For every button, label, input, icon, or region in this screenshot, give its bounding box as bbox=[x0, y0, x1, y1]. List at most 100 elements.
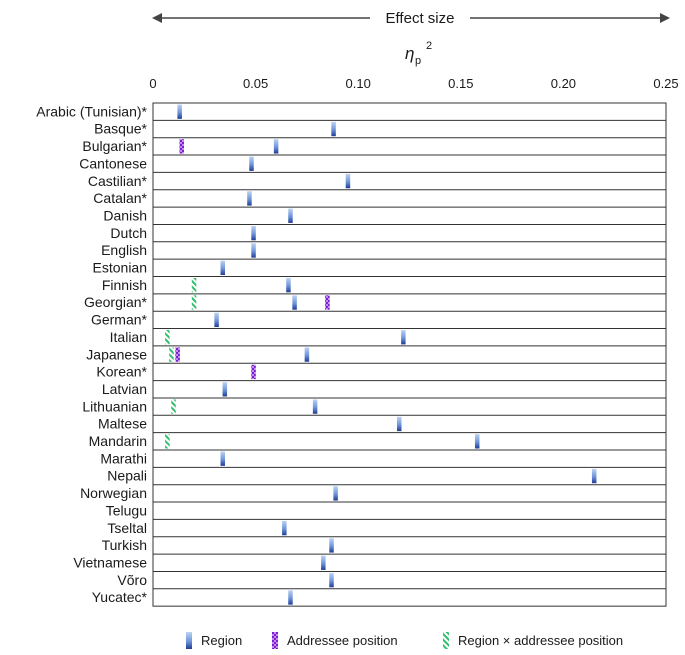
language-label: Japanese bbox=[86, 346, 147, 362]
x-tick-label: 0.20 bbox=[551, 76, 576, 91]
addressee-mark bbox=[251, 364, 256, 380]
region-mark bbox=[333, 486, 338, 501]
region-mark bbox=[329, 572, 334, 588]
plot-frame bbox=[152, 102, 667, 607]
legend-swatch bbox=[443, 632, 449, 649]
chart-row: Võro bbox=[117, 570, 666, 588]
language-label: Tseltal bbox=[107, 520, 147, 536]
x-axis-ticks: 0 0.05 0.10 0.15 0.20 0.25 bbox=[149, 76, 678, 91]
x-tick-label: 0.25 bbox=[653, 76, 678, 91]
chart-row: Mandarin bbox=[89, 432, 666, 449]
region-mark bbox=[288, 208, 293, 223]
chart-row: Basque* bbox=[94, 119, 666, 137]
x-tick-label: 0 bbox=[149, 76, 156, 91]
addressee-mark bbox=[179, 139, 184, 154]
chart-row: Telugu bbox=[106, 501, 666, 518]
legend-swatch bbox=[186, 632, 192, 649]
legend-swatch bbox=[272, 632, 278, 649]
region-mark bbox=[474, 434, 480, 449]
region-mark bbox=[286, 278, 291, 293]
chart-row: Korean* bbox=[96, 362, 666, 380]
language-label: Latvian bbox=[102, 381, 147, 397]
interaction-mark bbox=[191, 278, 197, 293]
effect-size-arrow-left-head bbox=[152, 13, 162, 23]
chart-row: Cantonese bbox=[79, 154, 666, 171]
interaction-mark bbox=[165, 330, 170, 345]
region-mark bbox=[222, 382, 228, 397]
language-label: Italian bbox=[110, 329, 147, 345]
chart-row: Tseltal bbox=[107, 518, 666, 536]
region-mark bbox=[331, 121, 336, 137]
chart-row: English bbox=[101, 241, 666, 258]
chart-row: Nepali bbox=[107, 466, 666, 484]
chart-row: Estonian bbox=[93, 258, 666, 276]
legend-item-addressee: Addressee position bbox=[272, 632, 398, 649]
region-mark bbox=[304, 347, 310, 362]
language-label: Estonian bbox=[93, 260, 147, 276]
addressee-mark bbox=[325, 295, 330, 310]
language-label: Dutch bbox=[110, 225, 147, 241]
axis-symbol-superscript: 2 bbox=[426, 40, 432, 52]
interaction-mark bbox=[171, 399, 176, 414]
legend-item-interaction: Region × addressee position bbox=[443, 632, 623, 649]
effect-size-label: Effect size bbox=[386, 10, 455, 27]
region-mark bbox=[220, 451, 226, 466]
chart-row: Bulgarian* bbox=[82, 137, 666, 154]
axis-symbol: η bbox=[405, 44, 414, 63]
chart-row: Lithuanian bbox=[82, 397, 666, 414]
chart-row: Latvian bbox=[102, 380, 666, 397]
interaction-mark bbox=[169, 347, 174, 362]
language-label: Nepali bbox=[107, 468, 147, 484]
region-mark bbox=[251, 243, 256, 258]
language-label: German* bbox=[91, 312, 148, 328]
language-label: Cantonese bbox=[79, 155, 147, 171]
x-tick-label: 0.15 bbox=[448, 76, 473, 91]
chart-row: Dutch bbox=[110, 223, 666, 241]
axis-title: η p 2 bbox=[405, 40, 432, 67]
language-label: Võro bbox=[117, 572, 147, 588]
chart-row: Castilian* bbox=[88, 171, 666, 189]
language-label: Georgian* bbox=[84, 294, 148, 310]
language-label: Danish bbox=[103, 207, 147, 223]
region-mark bbox=[312, 399, 318, 414]
chart-row: Yucatec* bbox=[92, 588, 666, 605]
region-mark bbox=[282, 520, 287, 536]
effect-size-arrow: Effect size bbox=[152, 10, 670, 27]
region-mark bbox=[251, 225, 256, 241]
chart-row: Vietnamese bbox=[73, 553, 666, 570]
language-label: Mandarin bbox=[89, 433, 147, 449]
interaction-mark bbox=[191, 295, 197, 310]
language-label: Marathi bbox=[100, 450, 147, 466]
region-mark bbox=[401, 330, 406, 345]
region-mark bbox=[396, 416, 402, 432]
region-mark bbox=[591, 468, 597, 484]
chart-row: Catalan* bbox=[93, 189, 666, 206]
language-label: Lithuanian bbox=[82, 398, 147, 414]
chart-row: Norwegian bbox=[80, 484, 666, 501]
region-mark bbox=[321, 555, 326, 570]
chart-row: Finnish bbox=[102, 276, 666, 293]
chart-row: Georgian* bbox=[84, 293, 666, 310]
legend-label: Addressee position bbox=[287, 633, 398, 648]
chart-row: German* bbox=[91, 310, 666, 328]
chart-row: Marathi bbox=[100, 449, 666, 466]
region-mark bbox=[345, 173, 351, 189]
chart-row: Arabic (Tunisian)* bbox=[36, 103, 182, 119]
language-label: Vietnamese bbox=[73, 554, 147, 570]
region-mark bbox=[177, 104, 182, 119]
legend: Region Addressee position Region × address… bbox=[186, 632, 623, 649]
chart-row: Maltese bbox=[98, 414, 666, 432]
legend-label: Region × addressee position bbox=[458, 633, 623, 648]
chart-row: Turkish bbox=[102, 536, 666, 553]
interaction-mark bbox=[165, 434, 170, 449]
language-label: Telugu bbox=[106, 502, 147, 518]
chart-row: Danish bbox=[103, 206, 666, 223]
legend-item-region: Region bbox=[186, 632, 242, 649]
region-mark bbox=[273, 139, 279, 154]
language-label: Basque* bbox=[94, 121, 147, 137]
region-mark bbox=[288, 590, 293, 605]
effect-size-arrow-right-head bbox=[660, 13, 670, 23]
addressee-mark bbox=[175, 347, 180, 362]
region-mark bbox=[214, 312, 219, 328]
language-label: Bulgarian* bbox=[82, 138, 147, 154]
